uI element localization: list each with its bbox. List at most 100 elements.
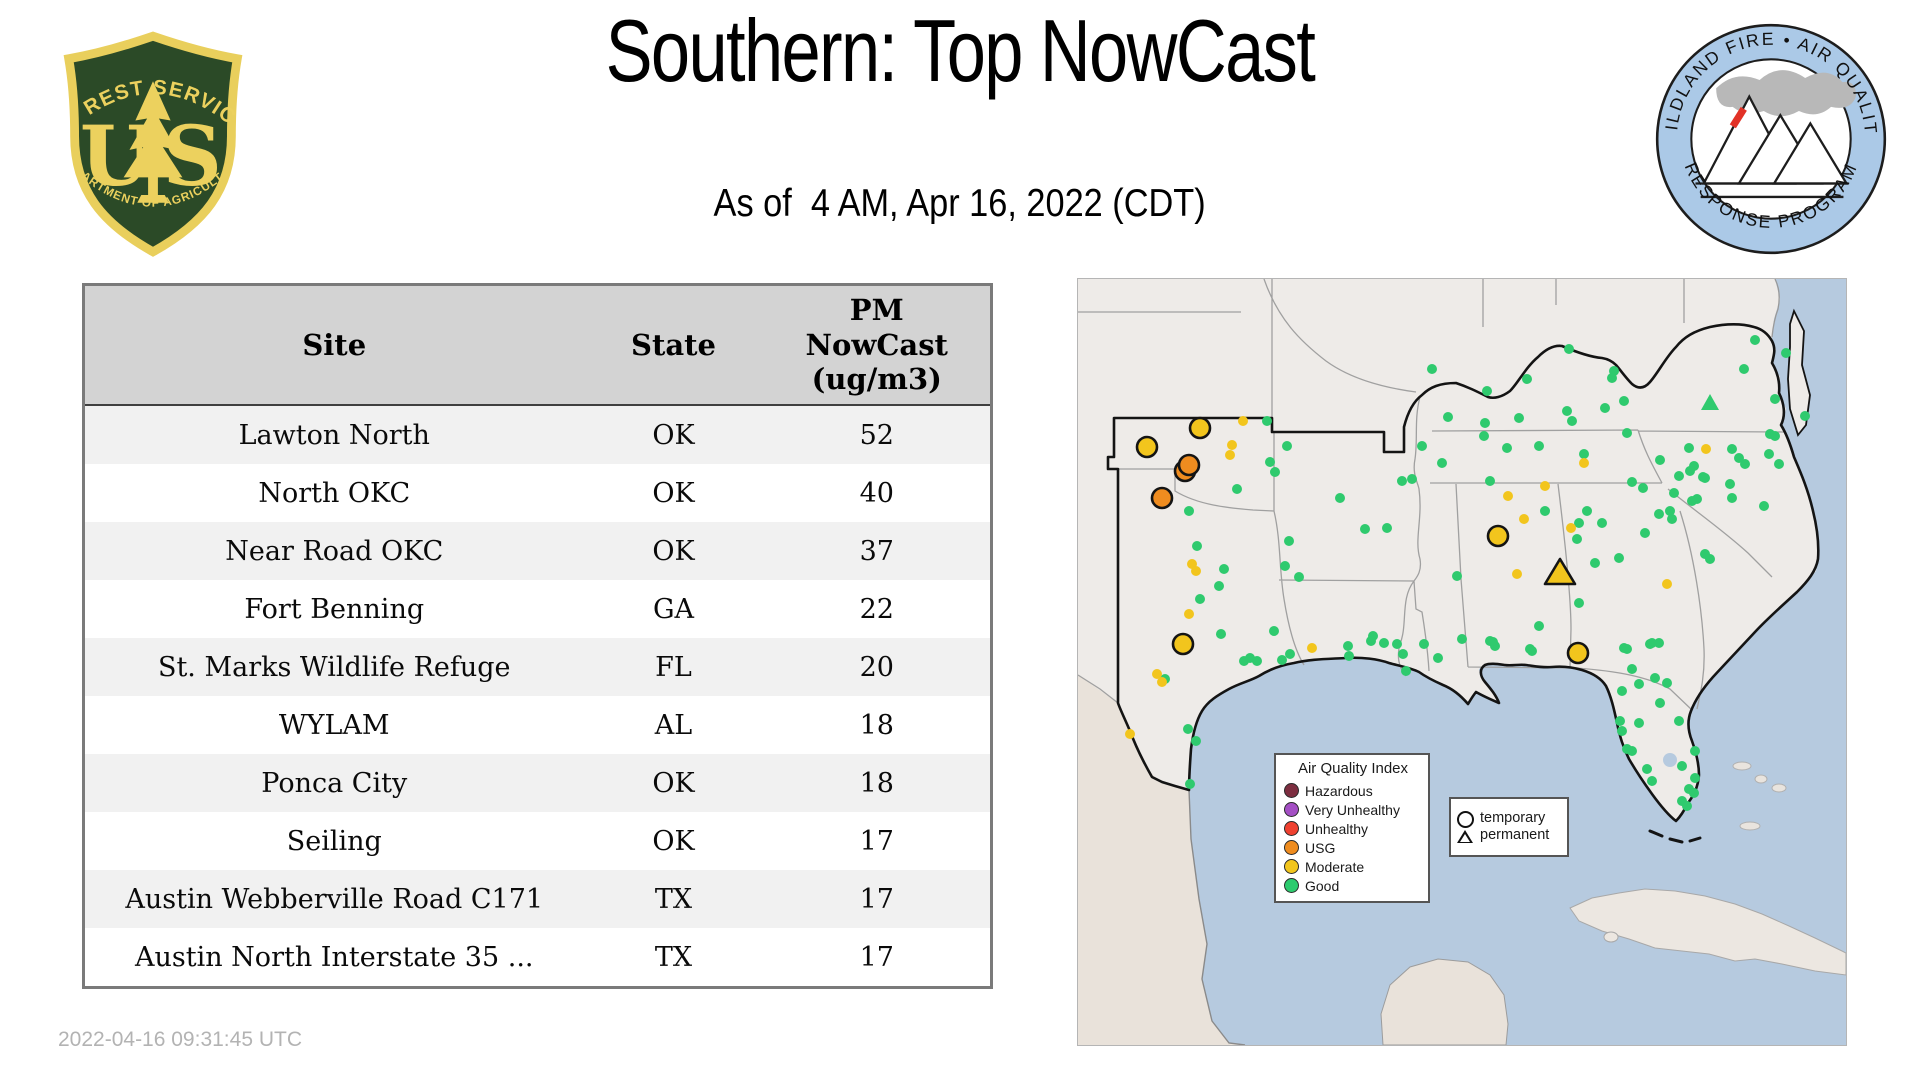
monitor-dot-good	[1392, 639, 1402, 649]
aqi-item-label: Hazardous	[1305, 782, 1373, 799]
monitor-dot-good	[1619, 396, 1629, 406]
monitor-dot-good	[1216, 629, 1226, 639]
monitor-dot-good	[1344, 651, 1354, 661]
top-nowcast-table: Site State PM NowCast (ug/m3) Lawton Nor…	[82, 283, 993, 989]
value-cell: 18	[763, 696, 992, 754]
aqi-legend: Air Quality Index Hazardous Very Unhealth…	[1274, 753, 1430, 903]
monitor-dot-good	[1417, 441, 1427, 451]
monitor-dot-moderate	[1227, 440, 1237, 450]
site-cell: WYLAM	[83, 696, 584, 754]
temporary-monitor-moderate	[1171, 632, 1195, 656]
temporary-monitor-usg	[1150, 486, 1174, 510]
monitor-dot-good	[1638, 483, 1648, 493]
monitor-dot-good	[1682, 801, 1692, 811]
monitor-dot-good	[1294, 572, 1304, 582]
monitor-dot-good	[1764, 449, 1774, 459]
monitor-dot-good	[1655, 698, 1665, 708]
monitor-dot-good	[1574, 518, 1584, 528]
pm-header-line1: PM	[849, 292, 904, 327]
monitor-dot-good	[1642, 764, 1652, 774]
monitor-dot-good	[1615, 716, 1625, 726]
aqi-item-label: USG	[1305, 839, 1336, 856]
temporary-monitor-moderate	[1566, 641, 1590, 665]
monitor-dot-moderate	[1157, 677, 1167, 687]
monitor-dot-good	[1485, 476, 1495, 486]
monitor-dot-good	[1534, 441, 1544, 451]
site-cell: Lawton North	[83, 405, 584, 464]
aqi-item-label: Very Unhealthy	[1305, 801, 1400, 818]
state-cell: TX	[583, 870, 764, 928]
table-row: Lawton North OK 52	[83, 405, 992, 464]
monitor-dot-good	[1379, 638, 1389, 648]
monitor-dot-good	[1214, 581, 1224, 591]
pm-header-line2: NowCast	[805, 327, 948, 362]
lake-okeechobee	[1663, 753, 1677, 767]
monitor-dot-good	[1382, 523, 1392, 533]
table-row: Fort Benning GA 22	[83, 580, 992, 638]
monitor-dot-good	[1335, 493, 1345, 503]
monitor-dot-good	[1640, 528, 1650, 538]
value-cell: 17	[763, 870, 992, 928]
site-cell: Near Road OKC	[83, 522, 584, 580]
aqi-legend-items: Hazardous Very Unhealthy Unhealthy USG Moder…	[1284, 781, 1422, 895]
monitor-dot-good	[1617, 726, 1627, 736]
temporary-monitor-usg	[1177, 453, 1201, 477]
monitor-dot-good	[1195, 594, 1205, 604]
monitor-triangle-good	[1701, 394, 1719, 410]
mainland-landmass	[1078, 279, 1819, 1045]
monitor-dot-good	[1397, 476, 1407, 486]
page-subtitle: As of 4 AM, Apr 16, 2022 (CDT)	[713, 182, 1207, 225]
monitor-dot-good	[1490, 641, 1500, 651]
site-cell: Austin North Interstate 35 ...	[83, 928, 584, 988]
monitor-dot-good	[1619, 643, 1629, 653]
value-cell: 22	[763, 580, 992, 638]
monitor-dot-good	[1684, 443, 1694, 453]
table-row: Ponca City OK 18	[83, 754, 992, 812]
aqi-item-label: Moderate	[1305, 858, 1365, 875]
table-row: WYLAM AL 18	[83, 696, 992, 754]
aqi-legend-item: Moderate	[1284, 857, 1422, 876]
monitor-dot-good	[1725, 479, 1735, 489]
value-cell: 52	[763, 405, 992, 464]
bahamas-islands	[1732, 761, 1787, 831]
monitor-dot-good	[1667, 514, 1677, 524]
col-header-state: State	[583, 284, 764, 406]
site-cell: Austin Webberville Road C171	[83, 870, 584, 928]
aqi-swatch-unhealthy	[1284, 821, 1299, 836]
col-header-site: Site	[83, 284, 584, 406]
monitor-dot-good	[1674, 471, 1684, 481]
map-canvas	[1078, 279, 1846, 1045]
state-cell: OK	[583, 522, 764, 580]
monitor-dot-good	[1270, 467, 1280, 477]
monitor-dot-good	[1634, 679, 1644, 689]
permanent-monitor-moderate	[1543, 557, 1577, 586]
table-row: Seiling OK 17	[83, 812, 992, 870]
northeast-coast	[1771, 279, 1780, 338]
monitor-dot-good	[1540, 506, 1550, 516]
permanent-label: permanent	[1480, 827, 1550, 843]
monitor-dot-good	[1627, 477, 1637, 487]
monitor-dot-good	[1690, 746, 1700, 756]
temporary-monitor-moderate	[1188, 416, 1212, 440]
monitor-dot-good	[1184, 506, 1194, 516]
isle-of-youth	[1603, 931, 1619, 943]
monitor-dot-good	[1689, 788, 1699, 798]
monitor-dot-good	[1269, 626, 1279, 636]
monitor-dot-moderate	[1125, 729, 1135, 739]
monitor-dot-good	[1343, 641, 1353, 651]
monitor-dot-good	[1191, 736, 1201, 746]
monitor-dot-good	[1622, 428, 1632, 438]
monitor-dot-good	[1284, 536, 1294, 546]
monitor-dot-good	[1183, 724, 1193, 734]
state-cell: OK	[583, 754, 764, 812]
monitor-dot-good	[1401, 666, 1411, 676]
monitor-dot-good	[1252, 656, 1262, 666]
monitor-dot-good	[1443, 412, 1453, 422]
delmarva-peninsula	[1787, 308, 1811, 437]
monitor-dot-good	[1564, 344, 1574, 354]
monitor-dot-good	[1662, 678, 1672, 688]
monitor-dot-good	[1705, 554, 1715, 564]
monitor-dot-good	[1750, 335, 1760, 345]
monitor-dot-good	[1360, 524, 1370, 534]
monitor-dot-moderate	[1191, 566, 1201, 576]
